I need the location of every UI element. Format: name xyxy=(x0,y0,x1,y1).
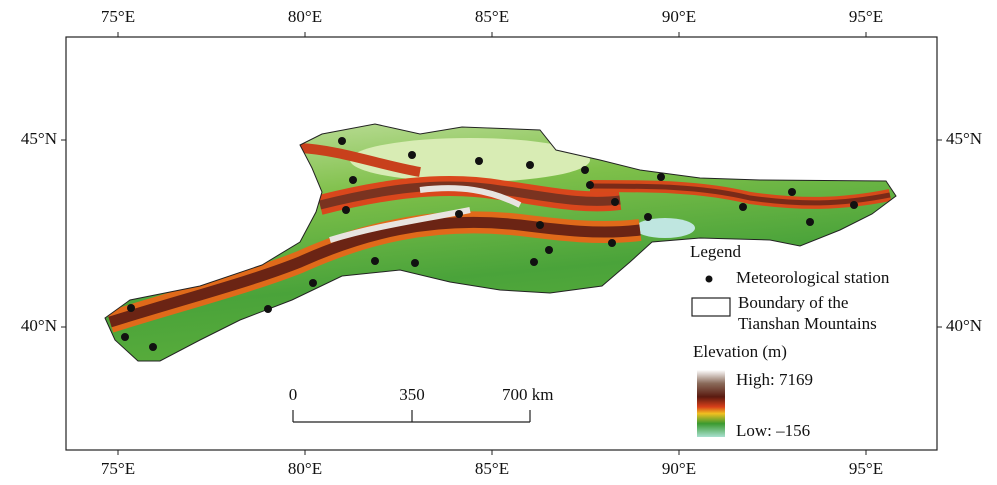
station xyxy=(121,333,129,341)
legend-elevation-title: Elevation (m) xyxy=(693,342,787,361)
station xyxy=(127,304,135,312)
lon-label: 80°E xyxy=(288,459,322,478)
station xyxy=(371,257,379,265)
station xyxy=(526,161,534,169)
station xyxy=(608,239,616,247)
station xyxy=(611,198,619,206)
lon-label: 95°E xyxy=(849,459,883,478)
station xyxy=(149,343,157,351)
map-figure: 0 350 700 km Legend Meteorological stati… xyxy=(0,0,997,485)
lon-label: 95°E xyxy=(849,7,883,26)
lon-label: 85°E xyxy=(475,459,509,478)
station xyxy=(644,213,652,221)
station xyxy=(586,181,594,189)
lat-label: 40°N xyxy=(21,316,57,335)
lon-label: 75°E xyxy=(101,7,135,26)
legend-boundary: Boundary of the xyxy=(738,293,848,312)
station xyxy=(349,176,357,184)
lat-label: 45°N xyxy=(946,129,982,148)
station xyxy=(475,157,483,165)
station xyxy=(338,137,346,145)
station xyxy=(264,305,272,313)
legend-title: Legend xyxy=(690,242,741,261)
station xyxy=(581,166,589,174)
station xyxy=(408,151,416,159)
legend-boundary-symbol xyxy=(692,298,730,316)
scale-bar xyxy=(293,410,530,422)
scale-label: 0 xyxy=(289,385,298,404)
station xyxy=(850,201,858,209)
station xyxy=(806,218,814,226)
station xyxy=(545,246,553,254)
legend-station: Meteorological station xyxy=(736,268,890,287)
lat-label: 45°N xyxy=(21,129,57,148)
lon-label: 90°E xyxy=(662,7,696,26)
legend-low: Low: –156 xyxy=(736,421,810,440)
lon-label: 85°E xyxy=(475,7,509,26)
station xyxy=(411,259,419,267)
lon-label: 80°E xyxy=(288,7,322,26)
station xyxy=(530,258,538,266)
scale-label: 350 xyxy=(399,385,425,404)
station xyxy=(309,279,317,287)
scale-label: 700 km xyxy=(502,385,553,404)
lon-label: 75°E xyxy=(101,459,135,478)
elevation-colorbar xyxy=(697,370,725,437)
station xyxy=(536,221,544,229)
lon-label: 90°E xyxy=(662,459,696,478)
station xyxy=(657,173,665,181)
legend-high: High: 7169 xyxy=(736,370,813,389)
station xyxy=(788,188,796,196)
station xyxy=(455,210,463,218)
station xyxy=(342,206,350,214)
legend-boundary: Tianshan Mountains xyxy=(738,314,877,333)
station xyxy=(739,203,747,211)
legend-station-symbol xyxy=(706,276,713,283)
lat-label: 40°N xyxy=(946,316,982,335)
